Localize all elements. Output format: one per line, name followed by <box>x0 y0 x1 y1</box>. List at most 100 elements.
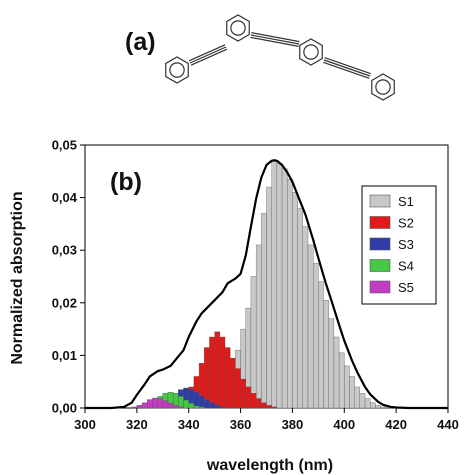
bar-s2 <box>255 398 262 409</box>
ring-aromatic <box>169 62 185 78</box>
legend: S1 S2 S3 S4 S5 <box>361 185 437 305</box>
benzene-ring-1 <box>165 56 189 84</box>
bar-s3 <box>209 402 215 409</box>
x-tick-label: 380 <box>282 417 304 432</box>
alkyne-bond-1 <box>188 44 228 66</box>
axes: 300 320 340 360 380 400 420 440 0,00 0,01 0,02 0,03… <box>52 138 459 433</box>
bar-s1 <box>380 406 386 409</box>
bar-s2 <box>204 347 210 409</box>
bar-s1 <box>338 352 345 409</box>
bond <box>190 48 228 66</box>
panel-b-label: (b) <box>110 168 142 196</box>
bar-s1 <box>271 160 278 409</box>
bar-s3 <box>214 405 221 409</box>
bar-s2 <box>224 347 231 409</box>
legend-swatch-s3 <box>369 237 391 251</box>
bar-s1 <box>250 276 257 409</box>
benzene-ring-4 <box>371 73 395 101</box>
x-tick-label: 440 <box>437 417 459 432</box>
bond <box>251 32 300 43</box>
bar-s3 <box>193 392 200 409</box>
ring-aromatic <box>303 44 319 60</box>
bar-s1 <box>307 244 314 409</box>
y-tick-label: 0,05 <box>52 138 77 153</box>
bar-s1 <box>359 393 366 409</box>
legend-swatch-s2 <box>369 216 391 229</box>
y-tick-label: 0,04 <box>52 190 78 205</box>
bar-s5 <box>157 398 163 409</box>
bar-s1 <box>261 213 267 409</box>
bar-s1 <box>344 365 350 409</box>
bar-s1 <box>302 226 309 409</box>
bar-s1 <box>328 318 335 409</box>
bar-s5 <box>172 405 179 409</box>
bar-s1 <box>297 207 303 409</box>
bond <box>323 59 371 77</box>
bar-s1 <box>276 163 283 409</box>
bar-s5 <box>178 406 184 409</box>
bar-s2 <box>261 402 267 409</box>
bar-s1 <box>375 405 381 409</box>
bar-s4 <box>188 403 195 409</box>
bar-s3 <box>219 406 226 409</box>
alkyne-bond-2 <box>250 32 300 47</box>
bar-s1 <box>333 336 340 409</box>
bar-s2 <box>214 331 221 409</box>
bond <box>324 57 371 75</box>
bar-s4 <box>178 396 184 409</box>
bar-s1 <box>287 179 293 409</box>
ring-outline <box>371 73 395 101</box>
bar-s2 <box>240 378 246 409</box>
bar-s4 <box>193 405 200 409</box>
legend-label-s5: S5 <box>398 280 414 295</box>
bar-s1 <box>266 186 272 409</box>
y-tick-label: 0,00 <box>52 401 77 416</box>
bar-s3 <box>204 399 210 409</box>
x-tick-label: 340 <box>178 417 200 432</box>
bar-s2 <box>230 357 236 409</box>
ring-outline <box>226 14 250 42</box>
x-tick-label: 320 <box>126 417 148 432</box>
bar-s1 <box>312 263 319 409</box>
ring-outline <box>165 56 189 84</box>
bar-s5 <box>131 406 138 409</box>
bar-s2 <box>245 386 252 409</box>
y-tick-label: 0,01 <box>52 348 77 363</box>
ring-aromatic <box>230 20 246 36</box>
y-axis-label: Normalized absorption <box>9 191 26 364</box>
x-tick-label: 420 <box>385 417 407 432</box>
ring-aromatic <box>375 79 391 95</box>
x-axis-label: wavelength (nm) <box>206 457 333 474</box>
bar-s5 <box>136 405 143 409</box>
y-tick-label: 0,03 <box>52 243 77 258</box>
bar-s1 <box>364 398 371 409</box>
series-s1 <box>198 160 392 409</box>
bar-s4 <box>183 399 189 409</box>
bar-s4 <box>198 406 205 409</box>
molecule-structure <box>165 14 395 101</box>
bar-s1 <box>292 192 298 409</box>
bond <box>189 46 227 64</box>
bar-s1 <box>255 244 262 409</box>
envelope-group <box>85 159 448 410</box>
alkyne-bond-3 <box>323 57 371 79</box>
bar-s5 <box>152 397 158 409</box>
legend-label-s4: S4 <box>398 259 414 274</box>
bar-s5 <box>147 399 153 409</box>
bar-s5 <box>141 402 148 409</box>
bar-s1 <box>354 386 361 409</box>
bar-s2 <box>250 393 257 409</box>
legend-label-s3: S3 <box>398 237 414 252</box>
legend-swatch-s5 <box>369 280 391 294</box>
x-tick-label: 360 <box>230 417 252 432</box>
bar-s1 <box>323 299 329 409</box>
x-tick-label: 400 <box>333 417 355 432</box>
bond <box>250 34 300 45</box>
bar-s1 <box>318 281 324 409</box>
legend-label-s1: S1 <box>398 194 414 209</box>
envelope-curve <box>85 159 448 410</box>
bar-s2 <box>271 406 278 409</box>
bond <box>188 44 226 62</box>
